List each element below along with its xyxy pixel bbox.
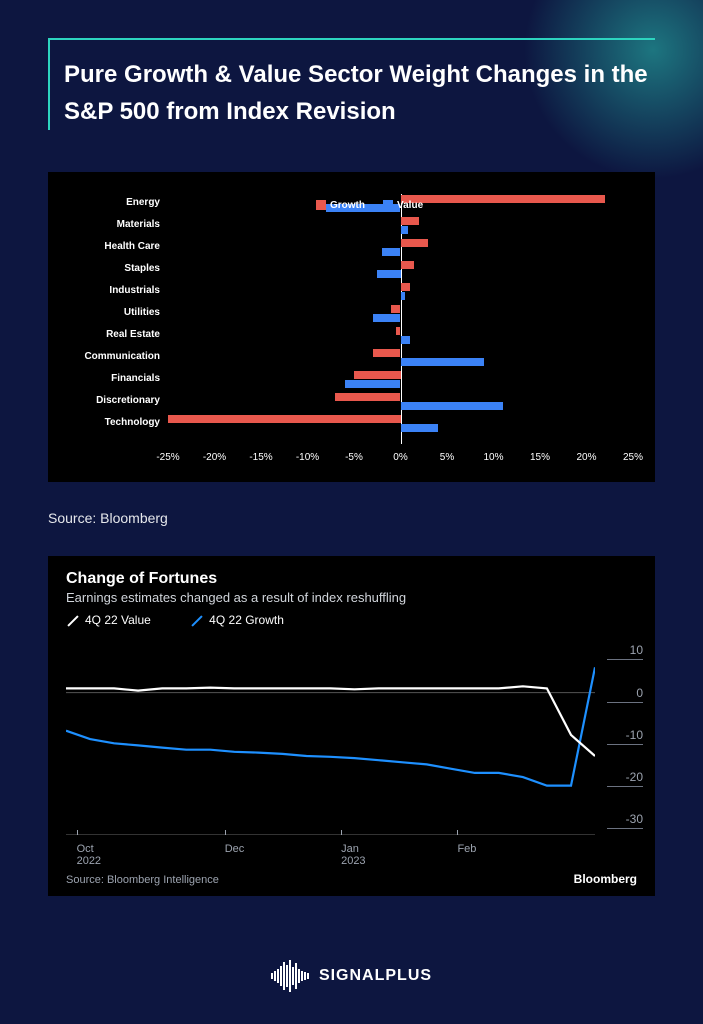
x-axis: -25%-20%-15%-10%-5%0%5%10%15%20%25% <box>168 452 633 466</box>
bar-value <box>401 292 406 300</box>
legend-value: Value <box>383 200 423 211</box>
bar-value <box>377 270 400 278</box>
chart2-legend: 4Q 22 Value 4Q 22 Growth <box>66 613 637 627</box>
bar-value <box>382 248 401 256</box>
chart2-source: Source: Bloomberg Intelligence <box>66 874 219 886</box>
sector-label: Energy <box>126 197 160 208</box>
bar-growth <box>401 239 429 247</box>
line-plot-area <box>66 642 595 832</box>
sector-label: Staples <box>124 263 160 274</box>
legend-swatch-growth <box>316 200 326 210</box>
legend-value-line-label: 4Q 22 Value <box>85 613 151 627</box>
bar-plot-area: EnergyMaterialsHealth CareStaplesIndustr… <box>168 194 633 444</box>
bar-value <box>345 380 401 388</box>
bar-value <box>401 226 408 234</box>
x-axis-bottom: Oct2022DecJan2023Feb <box>66 834 595 860</box>
bar-value <box>373 314 401 322</box>
legend-growth-line-label: 4Q 22 Growth <box>209 613 284 627</box>
bar-value <box>401 424 438 432</box>
title-frame: Pure Growth & Value Sector Weight Change… <box>48 38 655 130</box>
legend-value-label: Value <box>397 200 423 211</box>
legend-value-line: 4Q 22 Value <box>66 613 169 627</box>
page-title: Pure Growth & Value Sector Weight Change… <box>64 56 655 130</box>
bar-growth <box>401 217 420 225</box>
bar-growth <box>401 283 410 291</box>
bar-growth <box>401 195 606 203</box>
sector-label: Health Care <box>104 241 160 252</box>
signalplus-logo-text: SIGNALPLUS <box>319 967 432 985</box>
earnings-line-chart: Change of Fortunes Earnings estimates ch… <box>48 556 655 896</box>
y-axis-labels: 100-10-20-30 <box>599 642 643 832</box>
chart2-subtitle: Earnings estimates changed as a result o… <box>66 590 637 605</box>
bar-growth <box>373 349 401 357</box>
chart2-title: Change of Fortunes <box>66 570 637 588</box>
bar-growth <box>335 393 400 401</box>
footer: SIGNALPLUS <box>0 960 703 992</box>
sector-weight-chart: Energy Materials Health Care Staples Industr… <box>48 172 655 482</box>
sector-label: Communication <box>84 351 160 362</box>
chart2-brand: Bloomberg <box>574 872 637 886</box>
sector-label: Financials <box>111 373 160 384</box>
legend-swatch-value <box>383 200 393 210</box>
bar-value <box>401 336 410 344</box>
line-svg <box>66 642 595 832</box>
bar-growth <box>401 261 415 269</box>
legend-slash-growth <box>192 615 203 626</box>
legend-slash-value <box>67 615 78 626</box>
chart1-legend: Growth Value <box>316 200 423 211</box>
sector-label: Real Estate <box>106 329 160 340</box>
bar-growth <box>354 371 401 379</box>
bar-value <box>401 358 485 366</box>
bar-growth <box>396 327 401 335</box>
legend-growth: Growth <box>316 200 365 211</box>
bar-growth <box>391 305 400 313</box>
legend-growth-label: Growth <box>330 200 365 211</box>
legend-growth-line: 4Q 22 Growth <box>190 613 302 627</box>
bar-value <box>401 402 503 410</box>
bar-growth <box>168 415 401 423</box>
sector-label: Technology <box>105 417 160 428</box>
chart1-source: Source: Bloomberg <box>48 510 168 526</box>
sector-label: Industrials <box>109 285 160 296</box>
sector-label: Utilities <box>124 307 160 318</box>
sector-label: Materials <box>117 219 160 230</box>
signalplus-logo-icon <box>271 960 309 992</box>
sector-label: Discretionary <box>96 395 160 406</box>
